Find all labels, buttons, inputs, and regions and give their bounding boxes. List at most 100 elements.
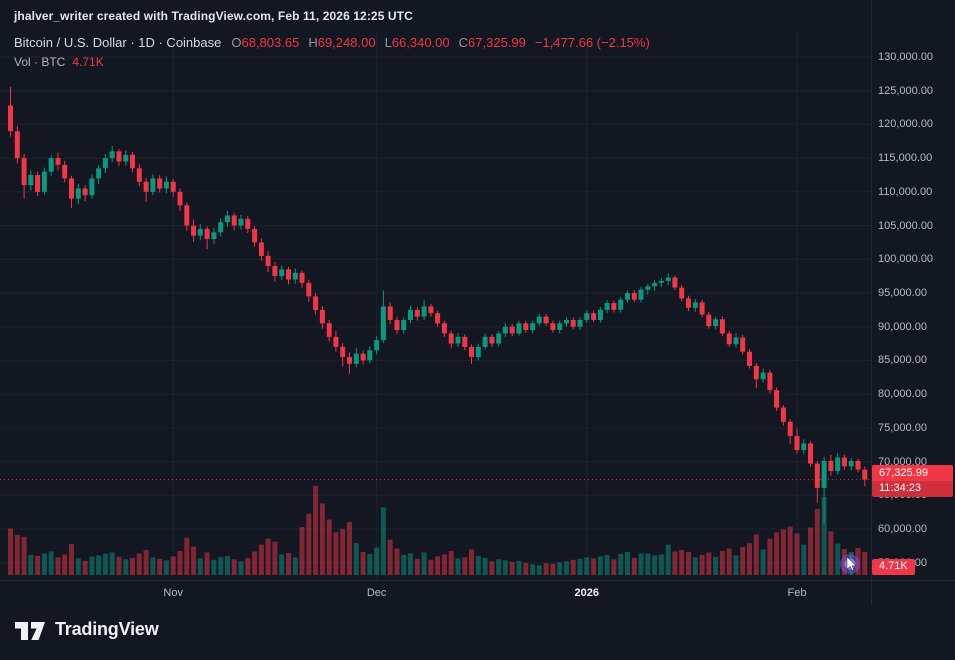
tradingview-logo[interactable]: TradingView [14, 617, 159, 641]
candle-body [652, 282, 658, 287]
candle-body [814, 463, 820, 488]
volume-bar [523, 562, 529, 576]
candle-body [191, 225, 197, 236]
volume-bar [28, 554, 34, 575]
price-tick-label: 120,000.00 [878, 118, 934, 131]
volume-bar [489, 561, 495, 575]
volume-bar [780, 529, 786, 575]
price-tick-label: 100,000.00 [878, 253, 934, 266]
candle-body [326, 323, 332, 337]
volume-bar [665, 544, 671, 575]
change-value: −1,477.66 (−2.15%) [534, 35, 650, 50]
candle-body [279, 269, 285, 277]
volume-bar [814, 508, 820, 576]
volume-bar [41, 553, 47, 575]
candle-body [225, 215, 230, 223]
volume-bar [631, 557, 637, 576]
volume-bar [591, 558, 597, 575]
close-label: C [458, 35, 469, 50]
volume-bar [218, 556, 224, 575]
candle-body [35, 175, 41, 192]
candle-body [631, 293, 637, 300]
candle-body [699, 302, 705, 315]
volume-bar [136, 553, 142, 575]
volume-bar [774, 532, 780, 575]
candle-body [408, 309, 413, 320]
volume-bar [123, 559, 129, 575]
candle-body [252, 228, 258, 243]
volume-bar [699, 554, 705, 575]
candle-body [645, 286, 651, 290]
symbol-title[interactable]: Bitcoin / U.S. Dollar · 1D · Coinbase [14, 35, 222, 50]
candle-body [265, 255, 271, 266]
volume-bar [225, 555, 230, 575]
volume-bar [374, 547, 380, 575]
candle-body [380, 306, 386, 341]
volume-bar [299, 527, 305, 575]
volume-bar [516, 560, 522, 575]
volume-bar [577, 558, 583, 575]
volume-bar [326, 519, 332, 575]
candle-body [360, 353, 366, 361]
candle-body [130, 154, 135, 169]
high-label: H [308, 35, 318, 50]
volume-bar [679, 550, 685, 575]
volume-bar [292, 557, 298, 575]
volume-bar [347, 522, 352, 575]
candle-body [96, 168, 102, 179]
candle-body [801, 443, 807, 451]
candle-body [658, 280, 664, 283]
candle-body [821, 460, 827, 488]
candle-body [401, 320, 407, 331]
candle-body [713, 319, 719, 326]
volume-bar [35, 555, 41, 575]
volume-bar [89, 556, 95, 575]
last-price-value: 67,325.99 [879, 467, 928, 479]
candle-body [48, 158, 54, 172]
volume-bar [319, 503, 325, 575]
candle-body [211, 232, 217, 239]
volume-bar [584, 557, 590, 575]
volume-bar [509, 561, 515, 575]
volume-title[interactable]: Vol · BTC [14, 55, 66, 69]
volume-bar [455, 558, 461, 575]
candle-body [679, 287, 685, 299]
volume-bar [767, 538, 773, 575]
price-tick-label: 115,000.00 [878, 152, 933, 165]
candle-body [150, 178, 156, 192]
candle-body [564, 320, 569, 324]
volume-bar [570, 559, 576, 575]
volume-bar [116, 556, 122, 575]
volume-bar [502, 560, 508, 575]
candle-body [536, 316, 542, 324]
volume-bar [401, 554, 407, 575]
candle-body [299, 272, 305, 283]
time-tick-label: Dec [366, 587, 387, 599]
volume-bar [408, 553, 413, 575]
candle-body [774, 390, 780, 408]
price-tick-label: 75,000.00 [878, 421, 927, 434]
price-tick-label: 125,000.00 [878, 84, 934, 97]
candle-body [387, 306, 393, 320]
volume-bar [706, 552, 712, 575]
volume-bar [394, 548, 400, 575]
volume-bar [652, 555, 658, 575]
volume-bar [428, 559, 434, 575]
candle-body [760, 372, 766, 380]
time-axis[interactable]: Nov Dec 2026 Feb [0, 580, 872, 606]
candle-body [591, 313, 597, 320]
candle-body [123, 154, 129, 162]
candle-body [177, 191, 183, 206]
candle-body [157, 178, 163, 189]
candle-body [435, 313, 441, 324]
candle-body [469, 346, 474, 357]
candle-body [719, 319, 725, 334]
candle-body [808, 443, 813, 464]
high-value: 69,248.00 [317, 35, 376, 50]
volume-bar [862, 551, 868, 575]
candle-body [753, 365, 759, 380]
candle-body [306, 282, 312, 297]
candle-body [489, 336, 495, 344]
